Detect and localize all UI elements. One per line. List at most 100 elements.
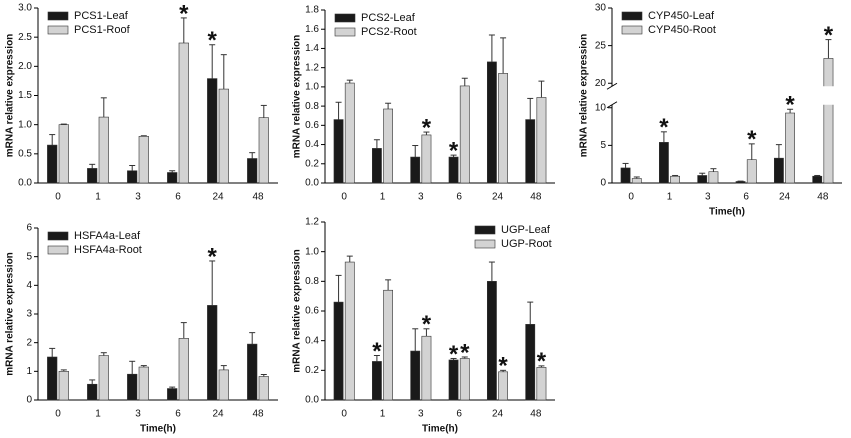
y-tick-label: 3: [26, 309, 32, 320]
bar: [823, 58, 834, 184]
x-tick-label: 3: [135, 192, 141, 203]
bar: [247, 158, 258, 184]
axis-break-mark: [606, 82, 618, 90]
legend-swatch: [474, 239, 496, 249]
y-tick-label: 0.2: [305, 365, 319, 376]
x-tick-label: 24: [212, 409, 224, 420]
x-tick-label: 24: [492, 192, 504, 203]
legend-swatch: [47, 25, 69, 35]
bar: [258, 376, 269, 401]
y-tick-label: 0.8: [305, 101, 319, 112]
x-tick-label: 24: [212, 192, 224, 203]
bar: [167, 388, 178, 401]
bar: [486, 61, 497, 184]
significance-mark: *: [460, 339, 470, 366]
y-tick-label: 0: [26, 395, 32, 406]
legend-label: UGP-Root: [501, 238, 552, 250]
bar: [812, 175, 823, 184]
bar: [371, 148, 382, 184]
significance-mark: *: [208, 27, 218, 54]
x-tick-label: 48: [530, 192, 542, 203]
x-tick-label: 24: [779, 192, 791, 203]
significance-mark: *: [785, 92, 795, 119]
x-tick-label: 48: [817, 192, 829, 203]
y-tick-label: 0.0: [18, 178, 32, 189]
legend-swatch: [334, 13, 356, 23]
y-tick-label: 0.0: [305, 395, 319, 406]
x-tick-label: 48: [252, 409, 264, 420]
bar: [138, 136, 149, 184]
x-tick-label: 3: [418, 409, 424, 420]
y-tick-label: 30: [595, 3, 607, 14]
y-tick-label: 5: [26, 251, 32, 262]
y-tick-label: 0.6: [305, 306, 319, 317]
y-tick-label: 10: [595, 102, 607, 113]
y-axis-label: mRNA relative expression: [579, 34, 590, 158]
y-tick-label: 0.2: [305, 158, 319, 169]
significance-mark: *: [537, 348, 547, 375]
x-tick-label: 24: [492, 409, 504, 420]
significance-mark: *: [498, 353, 508, 380]
bar: [167, 172, 178, 184]
significance-mark: *: [824, 22, 834, 49]
bar: [498, 73, 508, 184]
y-tick-label: 1.2: [305, 62, 319, 73]
x-tick-label: 0: [341, 192, 347, 203]
bar: [218, 88, 229, 184]
legend-label: HSFA4a-Leaf: [74, 230, 141, 242]
legend-swatch: [47, 245, 69, 255]
bar: [525, 324, 536, 401]
significance-mark: *: [372, 338, 382, 365]
legend-label: CYP450-Leaf: [648, 10, 715, 22]
y-tick-label: 1.8: [305, 5, 319, 16]
bar: [383, 108, 393, 184]
y-tick-label: 4: [26, 280, 32, 291]
y-tick-label: 0.6: [305, 120, 319, 131]
bar: [344, 261, 355, 401]
legend-label: PCS2-Leaf: [361, 12, 416, 24]
legend-label: HSFA4a-Root: [74, 244, 142, 256]
x-tick-label: 1: [667, 192, 673, 203]
bar: [138, 366, 149, 401]
y-axis-label: mRNA relative expression: [292, 249, 303, 373]
legend-swatch: [474, 225, 496, 235]
bar: [773, 157, 784, 184]
legend-swatch: [47, 231, 69, 241]
y-tick-label: 6: [26, 223, 32, 234]
bar: [383, 289, 393, 401]
y-tick-label: 1.2: [305, 217, 319, 228]
y-tick-label: 1.0: [305, 82, 319, 93]
significance-mark: *: [422, 114, 432, 141]
axis-break-gap: [606, 86, 842, 105]
x-tick-label: 6: [743, 192, 749, 203]
bar: [247, 343, 258, 401]
bar: [421, 335, 432, 401]
legend-label: PCS1-Leaf: [74, 10, 129, 22]
x-tick-label: 6: [175, 409, 181, 420]
bar: [47, 144, 58, 184]
bar: [631, 178, 642, 184]
x-tick-label: 1: [380, 192, 386, 203]
bar: [525, 119, 536, 184]
x-axis-label: Time(h): [140, 424, 176, 435]
bar: [670, 175, 680, 184]
bar: [785, 112, 795, 184]
legend-swatch: [621, 25, 643, 35]
significance-mark: *: [179, 0, 189, 27]
y-tick-label: 5: [600, 140, 606, 151]
bar: [410, 350, 421, 401]
bar: [218, 369, 229, 401]
bar: [536, 97, 547, 184]
bar: [127, 170, 138, 184]
legend-label: PCS1-Roof: [74, 24, 131, 36]
bar: [127, 373, 138, 401]
x-tick-label: 1: [380, 409, 386, 420]
bar: [620, 167, 631, 184]
bar: [207, 78, 218, 184]
y-tick-label: 3.0: [18, 3, 32, 14]
bar: [459, 85, 470, 184]
bar: [58, 371, 69, 401]
x-tick-label: 1: [95, 409, 101, 420]
y-tick-label: 0: [600, 178, 606, 189]
axis-break-mark: [606, 101, 618, 109]
